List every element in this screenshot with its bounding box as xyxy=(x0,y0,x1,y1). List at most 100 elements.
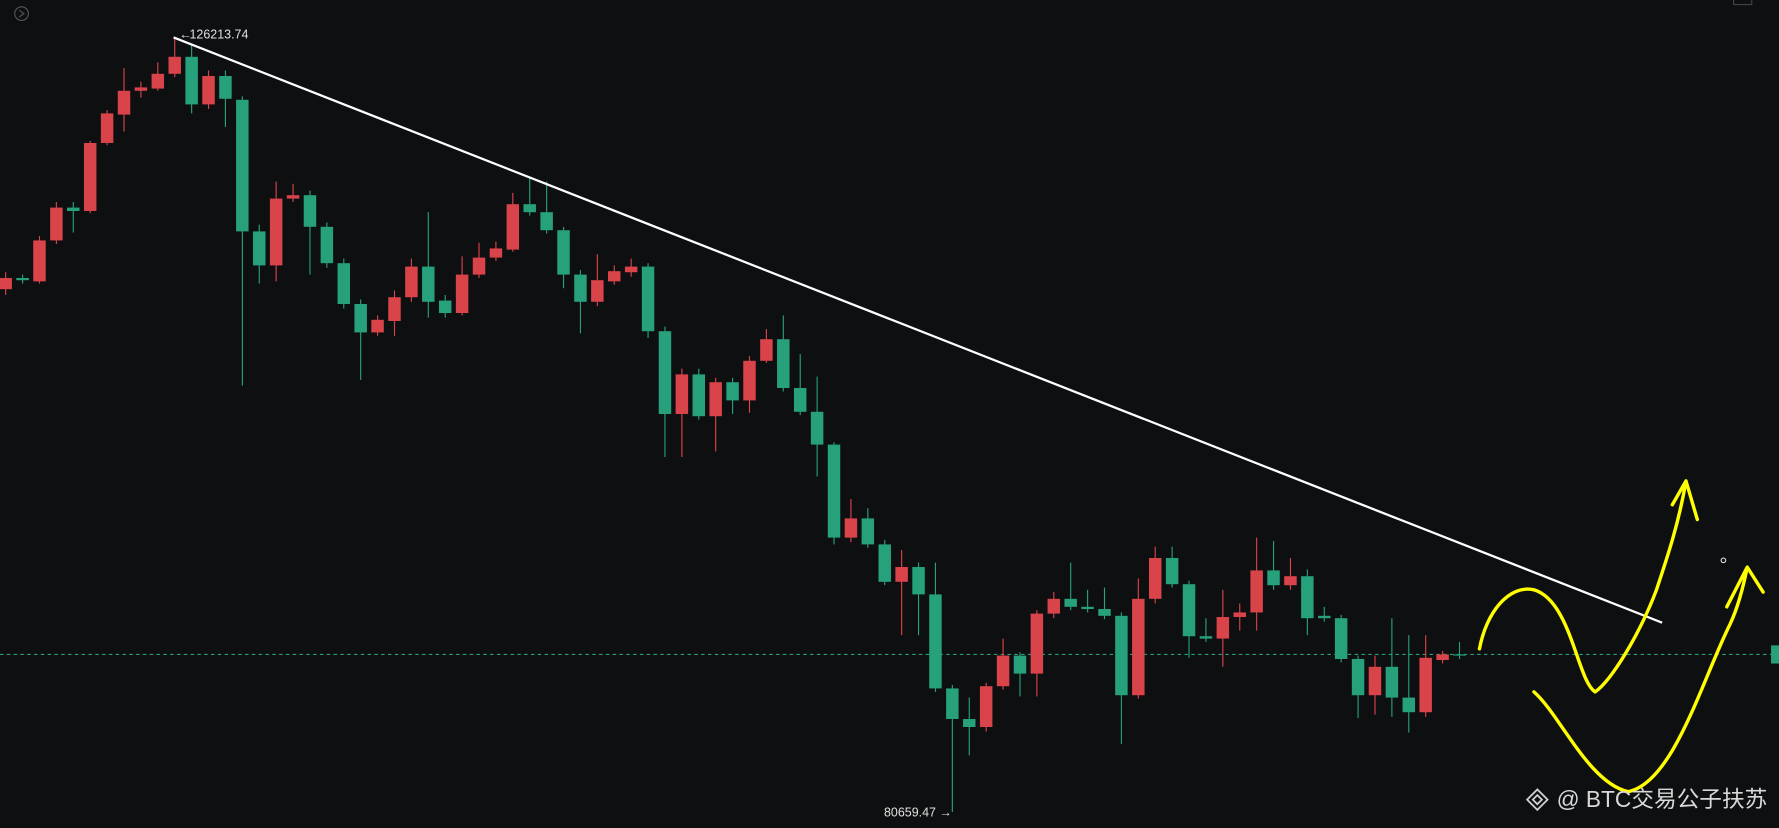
candle-body xyxy=(591,280,604,302)
candle-body xyxy=(1250,570,1263,613)
candle-body xyxy=(793,387,807,412)
trend-line xyxy=(173,36,1663,624)
candle-body xyxy=(946,688,959,720)
candle-body xyxy=(202,75,215,105)
candle-body xyxy=(1081,606,1094,610)
candle-body xyxy=(675,374,689,414)
candle-body xyxy=(388,297,401,321)
candle-body xyxy=(912,567,925,595)
nav-icon[interactable] xyxy=(14,6,29,21)
yellow-drawing xyxy=(1477,479,1700,694)
nav-icon-arrow xyxy=(18,9,25,18)
candle-body xyxy=(1199,636,1213,639)
candles xyxy=(0,37,1466,813)
candle-body xyxy=(827,444,841,538)
watermark: @ BTC交易公子扶苏 xyxy=(1557,786,1768,812)
dot xyxy=(1720,557,1727,564)
candle-body xyxy=(422,266,435,302)
candle-body xyxy=(658,331,672,414)
low-label: 80659.47 xyxy=(884,806,936,820)
candle-body xyxy=(151,73,165,89)
candle-body xyxy=(219,75,232,99)
candle-body xyxy=(269,198,283,266)
candle-body xyxy=(1165,558,1179,585)
candle-body xyxy=(100,113,114,143)
candle-body xyxy=(692,374,706,417)
candle-body xyxy=(286,195,300,199)
candle-body xyxy=(438,300,452,314)
candle-body xyxy=(1284,576,1297,586)
candle-body xyxy=(760,339,773,361)
candle-body xyxy=(1148,558,1162,599)
candle-body xyxy=(0,277,12,290)
candle-body xyxy=(1301,576,1314,619)
candle-body xyxy=(405,266,418,298)
candle-body xyxy=(1385,666,1399,698)
candle-body xyxy=(1233,612,1246,618)
candle-body xyxy=(726,382,739,401)
candle-body xyxy=(844,518,858,538)
candle-body xyxy=(1047,598,1061,614)
candle-body xyxy=(1132,598,1145,696)
candle-body xyxy=(83,142,97,211)
watermark-logo xyxy=(1525,788,1549,812)
candle-body xyxy=(1115,615,1128,696)
candle-body xyxy=(472,257,486,275)
candle-body xyxy=(1402,697,1416,713)
candle-body xyxy=(1368,666,1382,696)
candle-body xyxy=(455,274,469,314)
candle-body xyxy=(861,518,875,545)
candle-body xyxy=(1267,570,1280,586)
candle-body xyxy=(1318,615,1331,619)
corner-button[interactable] xyxy=(1733,0,1753,6)
candle-body xyxy=(33,240,46,282)
candle-body xyxy=(523,204,536,213)
candle-body xyxy=(929,594,942,689)
candle-body xyxy=(963,719,976,728)
candle-body xyxy=(134,87,148,91)
candle-body xyxy=(1453,654,1466,656)
candle-body xyxy=(1030,613,1044,674)
candle-body xyxy=(1419,657,1432,713)
candle-body xyxy=(810,411,824,445)
candle-body xyxy=(540,212,553,231)
candle-body xyxy=(996,655,1010,687)
candle-body xyxy=(1436,654,1449,661)
yellow-drawing xyxy=(1532,565,1765,794)
candle-body xyxy=(743,360,756,401)
candle-body xyxy=(371,319,384,333)
candle-body xyxy=(1013,655,1027,674)
candle-body xyxy=(185,56,198,105)
candle-body xyxy=(979,686,993,728)
candle-body xyxy=(337,263,351,304)
candle-body xyxy=(253,231,266,266)
candle-body xyxy=(777,339,790,388)
candle-body xyxy=(1182,584,1196,637)
candle-body xyxy=(557,230,570,275)
candle-body xyxy=(574,274,587,302)
candle-body xyxy=(1216,617,1230,639)
arrow-left: ← xyxy=(179,27,191,41)
candle-body xyxy=(641,266,655,332)
candle-body xyxy=(50,207,63,241)
high-label: 126213.74 xyxy=(189,27,248,41)
candle-body xyxy=(489,248,503,258)
arrow-right: → xyxy=(939,806,951,820)
candle-body xyxy=(354,303,367,333)
candle-body xyxy=(168,56,181,74)
candle-body xyxy=(624,266,638,273)
candle-body xyxy=(1064,598,1077,607)
candle-body xyxy=(878,544,891,582)
candle-body xyxy=(303,195,317,227)
candle-body xyxy=(1351,658,1365,696)
candle-body xyxy=(895,567,908,582)
candle-body xyxy=(67,207,80,211)
candle-body xyxy=(709,382,722,417)
price-marker xyxy=(1771,645,1779,664)
candle-body xyxy=(1334,618,1348,659)
candle-body xyxy=(320,226,334,264)
candle-body xyxy=(117,90,131,115)
candle-body xyxy=(236,99,249,232)
